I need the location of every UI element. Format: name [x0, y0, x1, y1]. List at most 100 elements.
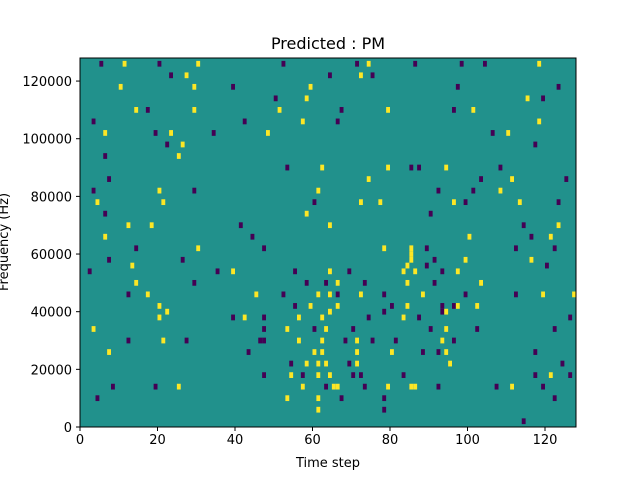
heatmap-cell-low [111, 383, 115, 390]
y-tick-label: 20000 [31, 363, 72, 378]
heatmap-cell-high [572, 291, 576, 298]
heatmap-cell-low [390, 303, 394, 309]
heatmap-cell-high [320, 349, 325, 355]
heatmap-cell-low [246, 349, 251, 355]
heatmap-cell-low [281, 291, 286, 298]
heatmap-cell-low [211, 130, 216, 136]
y-tick-label: 100000 [22, 133, 72, 148]
x-tick-label: 0 [76, 433, 84, 448]
heatmap-cell-high [134, 279, 139, 286]
heatmap-cell-low [432, 279, 437, 286]
heatmap-cell-high [328, 268, 332, 275]
heatmap-cell-high [165, 308, 170, 315]
heatmap-cell-low [560, 360, 565, 367]
heatmap-cell-low [324, 383, 328, 390]
heatmap-cell-high [149, 222, 154, 229]
heatmap-cell-high [316, 372, 321, 378]
heatmap-cell-low [328, 72, 332, 79]
heatmap-cell-low [339, 107, 344, 113]
heatmap-cell-high [548, 372, 553, 378]
heatmap-cell-high [285, 326, 290, 332]
heatmap-cell-low [335, 118, 340, 125]
heatmap-cell-high [335, 303, 340, 309]
heatmap-cell-low [285, 164, 290, 171]
heatmap-cell-low [165, 141, 170, 148]
heatmap-cell-low [273, 95, 278, 102]
x-tick-label: 80 [382, 433, 399, 448]
heatmap-cell-high [335, 279, 340, 286]
heatmap-cell-low [417, 164, 421, 171]
heatmap-cell-high [355, 337, 359, 344]
heatmap-cell-low [107, 256, 111, 263]
heatmap-cell-high [401, 268, 406, 275]
heatmap-cell-high [316, 360, 321, 367]
y-tick-label: 80000 [31, 190, 72, 205]
heatmap-cell-low [463, 291, 468, 298]
heatmap-cell-low [436, 187, 441, 194]
heatmap-cell-low [351, 372, 356, 378]
heatmap-cell-high [134, 107, 139, 113]
heatmap-cell-low [366, 314, 371, 321]
heatmap-cell-low [289, 360, 294, 367]
heatmap-cell-high [386, 383, 390, 390]
heatmap-cell-high [401, 314, 406, 321]
heatmap-cell-high [176, 383, 181, 390]
heatmap-cells [87, 60, 576, 425]
heatmap-cell-low [440, 268, 445, 275]
heatmap-cell-high [320, 314, 325, 321]
heatmap-cell-low [564, 176, 569, 182]
chart-title: Predicted : PM [271, 34, 385, 53]
heatmap-cell-high [510, 176, 514, 182]
heatmap-cell-low [436, 383, 441, 390]
heatmap-cell-high [537, 60, 542, 67]
heatmap-cell-low [521, 418, 526, 425]
heatmap-cell-low [343, 337, 348, 344]
heatmap-cell-high [266, 130, 270, 136]
heatmap-cell-low [312, 199, 317, 206]
heatmap-cell-high [161, 337, 166, 344]
heatmap-cell-high [556, 222, 561, 229]
y-tick-label: 60000 [31, 248, 72, 263]
heatmap-cell-low [347, 268, 352, 275]
heatmap-cell-high [192, 107, 197, 113]
y-tick-label: 120000 [22, 75, 72, 90]
heatmap-cell-high [320, 337, 325, 344]
heatmap-cell-high [405, 279, 410, 286]
heatmap-cell-high [118, 83, 123, 90]
heatmap-cell-low [475, 326, 480, 332]
heatmap-cell-low [126, 291, 131, 298]
heatmap-cell-high [525, 95, 530, 102]
heatmap-cell-high [103, 130, 108, 136]
heatmap-cell-high [130, 262, 135, 269]
heatmap-cell-low [382, 395, 387, 402]
heatmap-cell-low [498, 164, 503, 171]
heatmap-cell-low [409, 164, 414, 171]
heatmap-cell-low [541, 95, 545, 102]
heatmap-cell-high [359, 72, 363, 79]
heatmap-cell-high [196, 245, 201, 252]
heatmap-cell-low [262, 326, 266, 332]
heatmap-cell-low [424, 245, 429, 252]
heatmap-cell-high [366, 60, 371, 67]
heatmap-cell-high [444, 164, 449, 171]
heatmap-cell-low [250, 233, 255, 240]
heatmap-cell-low [401, 372, 406, 378]
heatmap-cell-high [355, 360, 359, 367]
heatmap-cell-high [184, 72, 189, 79]
heatmap-cell-low [471, 187, 476, 194]
x-tick-label: 120 [533, 433, 558, 448]
heatmap-cell-low [91, 118, 96, 125]
x-axis-ticks: 0 20 40 60 80 100 120 [76, 427, 558, 448]
heatmap-cell-high [312, 349, 317, 355]
heatmap-cell-high [409, 383, 414, 390]
heatmap-cell-high [386, 164, 390, 171]
heatmap-cell-low [351, 326, 356, 332]
heatmap-cell-low [153, 383, 158, 390]
heatmap-cell-low [95, 395, 100, 402]
heatmap-cell-low [452, 303, 456, 309]
heatmap-cell-high [471, 107, 476, 113]
y-tick-label: 40000 [31, 306, 72, 321]
heatmap-cell-low [312, 326, 317, 332]
heatmap-cell-high [455, 303, 460, 309]
heatmap-cell-high [289, 372, 294, 378]
